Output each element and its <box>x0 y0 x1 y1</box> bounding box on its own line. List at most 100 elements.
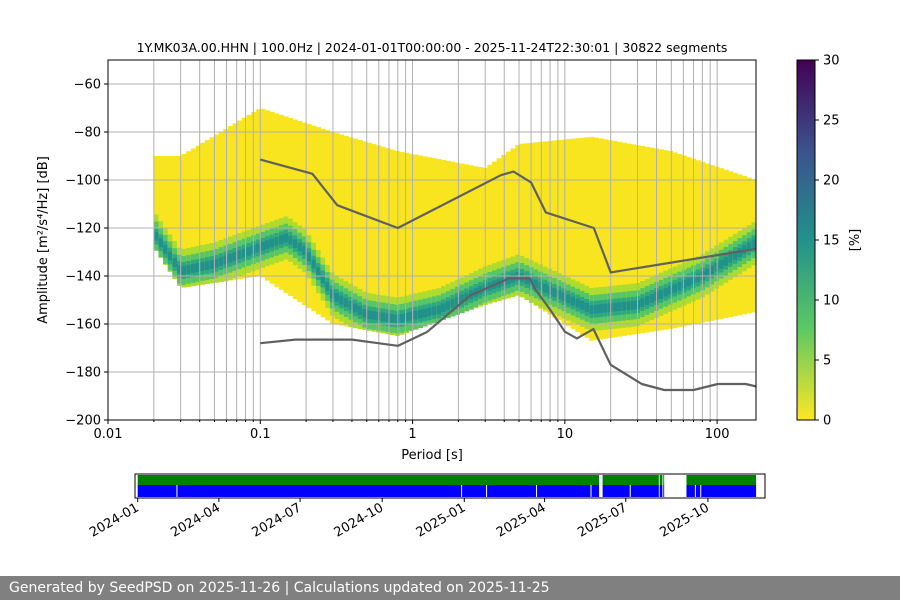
heatmap-cell <box>366 142 372 331</box>
heatmap-cell <box>181 154 187 288</box>
heatmap-cell <box>255 243 261 253</box>
timeline-tick-label: 2025-07 <box>575 500 630 540</box>
colorbar-tick-label: 25 <box>823 114 840 129</box>
heatmap-cell <box>593 304 599 314</box>
heatmap-cell <box>218 131 224 282</box>
timeline-bars <box>137 475 757 497</box>
heatmap-cell <box>459 163 465 314</box>
heatmap-cell <box>339 295 345 305</box>
heatmap-cell <box>487 164 493 304</box>
heatmap-cell <box>561 292 567 302</box>
heatmap-cell <box>593 137 599 341</box>
heatmap-cell <box>366 310 372 320</box>
heatmap-cell <box>371 144 377 332</box>
heatmap-cell <box>214 258 220 268</box>
y-tick-label: −100 <box>65 174 101 189</box>
heatmap-cell <box>589 136 595 341</box>
data-band <box>686 485 757 497</box>
heatmap-cell <box>311 259 317 269</box>
heatmap-cell <box>732 251 738 260</box>
heatmap-cell <box>441 303 447 313</box>
heatmap-cell <box>723 256 729 266</box>
heatmap-cell <box>556 140 562 321</box>
heatmap-cell <box>552 140 558 318</box>
heatmap-cell <box>408 153 414 332</box>
heatmap-cell <box>552 288 558 297</box>
heatmap-cell <box>306 124 312 309</box>
heatmap-cell <box>362 141 368 330</box>
heatmap-cell <box>403 152 409 333</box>
heatmap-cell <box>353 138 359 329</box>
heatmap-cell <box>195 145 201 286</box>
x-tick-label: 100 <box>705 427 730 442</box>
heatmap-cell <box>450 299 456 308</box>
colorbar-tick-label: 0 <box>823 414 831 429</box>
heatmap-cell <box>325 130 331 321</box>
heatmap-cell <box>705 163 711 322</box>
heatmap-cell <box>269 238 275 248</box>
heatmap-cell <box>436 305 442 315</box>
heatmap-cell <box>644 146 650 333</box>
colorbar-tick-label: 5 <box>823 354 831 369</box>
heatmap-cell <box>260 108 266 278</box>
colorbar-tick-label: 15 <box>823 234 840 249</box>
grid <box>107 60 756 421</box>
heatmap-cell <box>292 119 298 300</box>
heatmap-cell <box>598 138 604 340</box>
heatmap-cell <box>200 142 206 285</box>
heatmap-cell <box>320 128 326 318</box>
heatmap-cell <box>302 246 308 255</box>
heatmap-cell <box>297 121 303 303</box>
y-tick-label: −160 <box>65 318 101 333</box>
heatmap-cell <box>390 314 396 323</box>
heatmap-cell <box>566 294 572 304</box>
heatmap-cell <box>686 277 692 287</box>
heatmap-cell <box>515 272 521 281</box>
heatmap-cell <box>422 156 428 327</box>
heatmap-cell <box>334 133 340 325</box>
heatmap-cell <box>325 282 331 291</box>
heatmap-cell <box>255 109 261 277</box>
heatmap-cell <box>603 303 609 313</box>
heatmap-cell <box>265 110 271 281</box>
heatmap-cell <box>431 306 437 316</box>
heatmap-cell <box>603 139 609 339</box>
heatmap-cell <box>450 161 456 317</box>
x-tick-label: 0.1 <box>250 427 271 442</box>
heatmap-cell <box>695 273 701 283</box>
heatmap-cell <box>751 239 756 249</box>
heatmap-cell <box>635 300 641 309</box>
heatmap-cell <box>371 311 377 320</box>
heatmap-cell <box>630 144 636 335</box>
timeline-tick-label: 2024-10 <box>332 500 387 540</box>
heatmap-cell <box>663 150 669 330</box>
plot-frame <box>107 59 757 421</box>
heatmap-cell <box>283 116 289 293</box>
heatmap-cell <box>491 161 498 303</box>
heatmap-cell <box>672 283 678 293</box>
heatmap-cell <box>672 152 678 329</box>
heatmap-cell <box>473 166 479 309</box>
heatmap-cell <box>269 111 275 284</box>
heatmap-cell <box>445 160 451 319</box>
heatmap-cell <box>200 262 206 271</box>
heatmap-cell <box>566 139 572 327</box>
heatmap-cell <box>584 303 590 312</box>
heatmap-cell <box>413 310 419 320</box>
heatmap-cell <box>163 156 169 265</box>
heatmap-cell <box>658 149 664 331</box>
heatmap-cell <box>519 143 525 298</box>
heatmap-cell <box>334 293 340 302</box>
heatmap-cell <box>158 156 164 258</box>
heatmap-cell <box>677 281 683 291</box>
heatmap-cell <box>663 287 669 297</box>
heatmap-cell <box>524 143 530 301</box>
heatmap-cell <box>209 260 215 269</box>
heatmap-cell <box>626 301 632 311</box>
heatmap-cell <box>343 135 349 327</box>
probability-density-heatmap <box>153 108 756 341</box>
low-noise-model-line <box>260 277 756 392</box>
timeline-frame <box>134 473 766 499</box>
heatmap-cell <box>436 159 442 322</box>
heatmap-cell <box>658 290 664 299</box>
